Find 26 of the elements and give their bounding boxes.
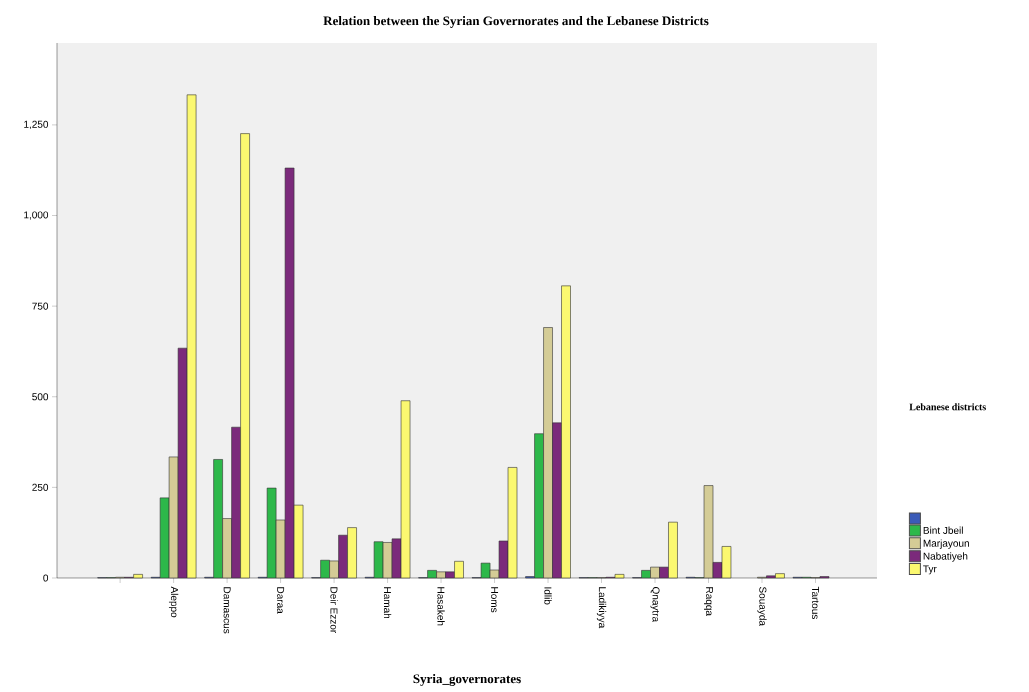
legend-label: Marjayoun: [923, 539, 969, 549]
x-tick-label: Damascus: [223, 587, 231, 634]
y-tick-label: 1,250: [24, 120, 49, 130]
x-tick-label: Aleppo: [168, 586, 179, 618]
chart-title: Relation between the Syrian Governorates and the Lebanese Districts: [323, 16, 709, 28]
x-tick-label: Hamah: [383, 587, 392, 619]
x-tick-label: Homs: [491, 587, 499, 613]
x-axis-title: Syria_governorates: [413, 674, 521, 686]
x-tick-label: Hasakeh: [437, 587, 445, 626]
x-tick-label: Deir Ezzor: [330, 587, 338, 634]
legend-label: Tyr: [923, 565, 937, 575]
x-tick-label: Ladikiyya: [596, 587, 607, 629]
x-tick-label: Idlib: [544, 587, 552, 605]
legend-label: Nabatiyeh: [923, 552, 968, 562]
y-tick-label: 500: [32, 393, 49, 401]
x-tick-label: Raqqa: [704, 587, 713, 616]
y-tick-label: 750: [32, 302, 49, 310]
x-tick-label: Souayda: [757, 586, 767, 626]
y-tick-label: 0: [43, 574, 49, 582]
x-tick-label: Daraa: [277, 587, 285, 614]
x-tick-label: Qnaytra: [650, 586, 660, 623]
legend-title: Lebanese districts: [909, 403, 986, 411]
legend-label: Bint Jbeil: [923, 526, 963, 534]
x-tick-label: Tartous: [812, 586, 819, 619]
y-tick-label: 250: [32, 483, 49, 491]
y-tick-label: 1,000: [24, 211, 49, 220]
